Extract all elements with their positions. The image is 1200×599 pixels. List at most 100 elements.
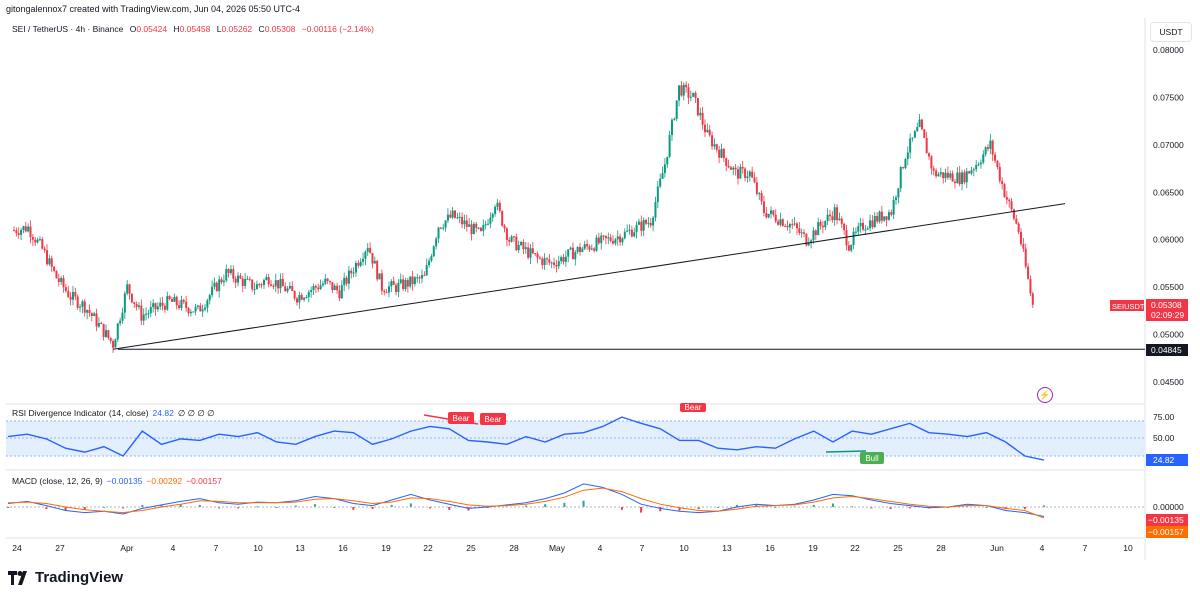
candle-body <box>13 230 15 232</box>
candle-body <box>770 210 773 214</box>
candle-body <box>451 210 454 218</box>
candle-body <box>753 177 756 183</box>
macd-histogram-bar <box>64 507 67 511</box>
candle-body <box>234 278 237 283</box>
candle-body <box>204 307 207 310</box>
time-axis-label: 28 <box>936 543 946 553</box>
candle-body <box>314 286 317 288</box>
chart-canvas[interactable]: 0.08000 0.07500 0.07000 0.06500 0.06000 0.055… <box>0 0 1200 560</box>
candle-body <box>168 296 171 300</box>
candle-body <box>711 135 714 147</box>
time-axis-label: 16 <box>765 543 775 553</box>
candle-body <box>107 330 110 338</box>
candle-body <box>354 263 357 273</box>
candle-body <box>373 260 376 264</box>
support-level-tag: 0.04845 <box>1146 344 1188 356</box>
rsi-value-tag-text: 24.82 <box>1153 455 1175 465</box>
macd-histogram-bar <box>83 507 86 510</box>
time-axis[interactable]: 24 27 Apr 4 7 10 13 16 19 22 25 28 May 4 7 10 13 16 19 22 25… <box>12 543 1133 553</box>
candle-body <box>762 201 765 214</box>
candle-body <box>692 92 695 97</box>
candle-body <box>694 92 697 98</box>
svg-text:02:09:29: 02:09:29 <box>1151 310 1184 320</box>
candle-body <box>545 258 548 260</box>
candle-body <box>720 148 723 158</box>
candle-body <box>741 166 744 169</box>
candle-body <box>479 227 482 231</box>
lightning-icon[interactable]: ⚡ <box>1037 387 1053 403</box>
candle-body <box>576 246 579 252</box>
candle-body <box>970 170 973 174</box>
candle-body <box>607 237 610 239</box>
candle-body <box>673 118 676 120</box>
candle-body <box>725 157 728 166</box>
candle-body <box>104 330 107 337</box>
candle-body <box>112 341 115 348</box>
candles-series[interactable] <box>13 80 1034 353</box>
candle-body <box>413 277 416 285</box>
candle-body <box>182 299 185 302</box>
currency-button[interactable]: USDT <box>1150 22 1192 42</box>
candle-body <box>652 217 655 226</box>
candle-body <box>767 213 770 218</box>
candle-body <box>963 172 966 183</box>
macd-histogram-bar <box>678 507 681 511</box>
candle-body <box>774 214 777 222</box>
rsi-title[interactable]: RSI Divergence Indicator (14, close) 24.8… <box>12 408 215 418</box>
bear-label-2: Bear <box>480 413 506 425</box>
candle-body <box>130 293 133 303</box>
candle-body <box>555 265 558 267</box>
candle-body <box>1005 197 1008 200</box>
candle-body <box>227 269 230 273</box>
candle-body <box>246 278 249 280</box>
candle-body <box>873 216 876 228</box>
ascending-trendline[interactable] <box>112 203 1066 350</box>
candle-body <box>923 129 926 138</box>
time-axis-label: 22 <box>850 543 860 553</box>
symbol-title[interactable]: SEI / TetherUS · 4h · Binance <box>12 24 124 34</box>
candle-body <box>399 279 402 283</box>
macd-line <box>7 483 1045 517</box>
macd-title[interactable]: MACD (close, 12, 26, 9) −0.00135 −0.00292−… <box>12 476 222 486</box>
candle-body <box>387 286 390 293</box>
time-axis-label: 24 <box>12 543 22 553</box>
candle-body <box>951 173 954 182</box>
candle-body <box>22 226 25 230</box>
candle-body <box>71 291 74 300</box>
candle-body <box>312 286 315 291</box>
candle-body <box>211 286 214 296</box>
candle-body <box>57 278 60 282</box>
candle-body <box>953 181 956 184</box>
price-scale[interactable]: 0.08000 0.07500 0.07000 0.06500 0.06000 0.055… <box>1153 45 1184 387</box>
candle-body <box>748 171 751 177</box>
candle-body <box>904 158 907 169</box>
candle-body <box>715 144 718 150</box>
candle-body <box>239 275 242 279</box>
candle-body <box>864 229 867 231</box>
candle-body <box>369 247 372 253</box>
price-scale-label: 0.05000 <box>1153 330 1184 340</box>
candle-body <box>69 296 72 300</box>
candle-body <box>468 224 471 227</box>
candle-body <box>703 124 706 133</box>
candle-body <box>83 301 86 313</box>
candle-body <box>390 281 393 287</box>
macd-histogram-bar <box>371 507 374 510</box>
candle-body <box>1020 231 1023 245</box>
candle-body <box>522 242 525 250</box>
candle-body <box>975 164 978 170</box>
time-axis-label: 7 <box>214 543 219 553</box>
open-value: 0.05424 <box>136 24 168 34</box>
candle-body <box>357 263 360 266</box>
price-scale-label: 0.04500 <box>1153 377 1184 387</box>
candle-body <box>574 251 577 260</box>
candle-body <box>36 239 39 243</box>
high-value: 0.05458 <box>179 24 211 34</box>
macd-histogram-bar <box>831 503 834 507</box>
time-axis-label: May <box>549 543 566 553</box>
svg-text:Bear: Bear <box>453 414 470 423</box>
svg-text:Bear: Bear <box>685 403 702 412</box>
macd-histogram-bar <box>294 505 297 507</box>
candle-body <box>463 220 466 225</box>
candle-body <box>444 220 447 228</box>
